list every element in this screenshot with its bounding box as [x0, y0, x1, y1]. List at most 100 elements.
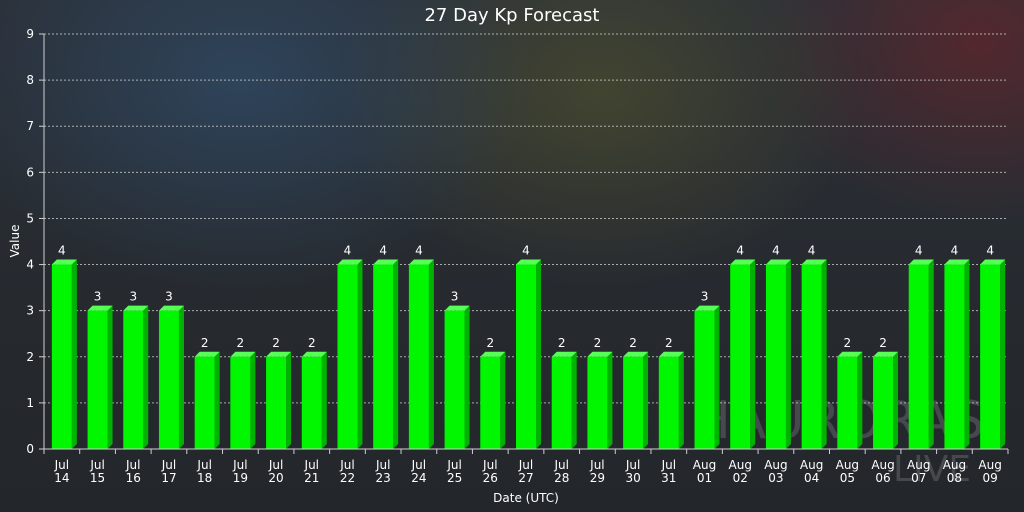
bar-top — [480, 351, 506, 357]
bar — [730, 259, 756, 449]
bar-front — [551, 356, 572, 449]
bar-top — [158, 305, 184, 311]
bar — [337, 259, 363, 449]
x-tick-label-day: 30 — [625, 471, 640, 485]
bar — [516, 259, 541, 449]
bar — [908, 259, 934, 449]
data-label: 4 — [736, 244, 744, 258]
x-axis-title: Date (UTC) — [493, 491, 559, 505]
bar-top — [337, 259, 363, 265]
x-tick-label-month: Aug — [871, 458, 894, 472]
data-label: 4 — [772, 244, 780, 258]
data-label: 3 — [165, 290, 173, 304]
x-tick-label-month: Aug — [907, 458, 930, 472]
bar-side — [107, 305, 113, 449]
bar — [694, 305, 720, 449]
bar-top — [980, 259, 1006, 265]
bar-front — [587, 356, 608, 449]
x-tick-label-month: Jul — [125, 458, 140, 472]
bar — [301, 351, 327, 449]
x-tick-label-day: 04 — [804, 471, 819, 485]
x-tick-label-month: Jul — [625, 458, 640, 472]
x-tick-label-day: 22 — [340, 471, 355, 485]
bar — [230, 351, 256, 449]
bar — [123, 305, 149, 449]
bar — [623, 351, 649, 449]
x-tick-label-day: 23 — [376, 471, 391, 485]
data-label: 4 — [344, 244, 352, 258]
bar-top — [301, 351, 327, 357]
bar — [765, 259, 791, 449]
bar-side — [357, 259, 363, 449]
bar-front — [516, 264, 536, 449]
bar-front — [765, 264, 786, 449]
bar-side — [178, 305, 184, 449]
x-tick-label-month: Aug — [943, 458, 966, 472]
bar — [980, 259, 1006, 449]
bar-front — [373, 264, 394, 449]
x-tick-label-month: Aug — [693, 458, 716, 472]
bar — [944, 259, 970, 449]
bar-front — [230, 356, 251, 449]
x-tick-label-day: 17 — [161, 471, 176, 485]
bar-side — [857, 351, 863, 449]
x-tick-label-month: Jul — [89, 458, 104, 472]
bar-front — [408, 264, 429, 449]
bar — [480, 351, 506, 449]
data-label: 2 — [594, 336, 602, 350]
bar-front — [87, 310, 108, 449]
x-tick-label-day: 29 — [590, 471, 605, 485]
bar — [444, 305, 470, 449]
y-tick-label: 7 — [26, 119, 34, 133]
data-label: 2 — [272, 336, 280, 350]
x-tick-label-day: 18 — [197, 471, 212, 485]
bar-side — [571, 351, 577, 449]
x-tick-label-month: Jul — [339, 458, 354, 472]
y-tick-label: 2 — [26, 350, 34, 364]
data-label: 3 — [451, 290, 459, 304]
x-tick-label-day: 01 — [697, 471, 712, 485]
bar-side — [214, 351, 220, 449]
bar-side — [678, 351, 684, 449]
bar-top — [516, 259, 541, 265]
bar-top — [266, 351, 292, 357]
bar — [408, 259, 434, 449]
x-tick-label-day: 16 — [126, 471, 141, 485]
bar-top — [694, 305, 720, 311]
x-tick-label-month: Jul — [661, 458, 676, 472]
x-tick-label-month: Jul — [589, 458, 604, 472]
bar — [658, 351, 684, 449]
bar-top — [230, 351, 256, 357]
bar-side — [785, 259, 791, 449]
data-label: 4 — [808, 244, 816, 258]
bar-front — [694, 310, 715, 449]
x-tick-label-month: Jul — [304, 458, 319, 472]
bar-front — [51, 264, 72, 449]
x-tick-label-day: 14 — [54, 471, 69, 485]
bar-front — [837, 356, 858, 449]
bar-top — [837, 351, 863, 357]
bar-top — [730, 259, 756, 265]
data-label: 3 — [94, 290, 102, 304]
bar-top — [908, 259, 934, 265]
x-tick-label-day: 07 — [911, 471, 926, 485]
x-tick-label-day: 19 — [233, 471, 248, 485]
x-tick-label-month: Jul — [446, 458, 461, 472]
bar-top — [623, 351, 649, 357]
bar-top — [873, 351, 899, 357]
bar-side — [464, 305, 470, 449]
bar-top — [765, 259, 791, 265]
bar-side — [393, 259, 399, 449]
bar-front — [123, 310, 144, 449]
bar-front — [301, 356, 322, 449]
y-tick-label: 3 — [26, 304, 34, 318]
watermark-line2: LIVE — [893, 449, 971, 490]
x-tick-label-month: Aug — [729, 458, 752, 472]
bar — [837, 351, 863, 449]
bar-side — [607, 351, 613, 449]
x-tick-label-day: 15 — [90, 471, 105, 485]
x-tick-label-month: Aug — [836, 458, 859, 472]
x-tick-label-day: 06 — [875, 471, 890, 485]
y-tick-label: 9 — [26, 27, 34, 41]
bar-top — [801, 259, 827, 265]
